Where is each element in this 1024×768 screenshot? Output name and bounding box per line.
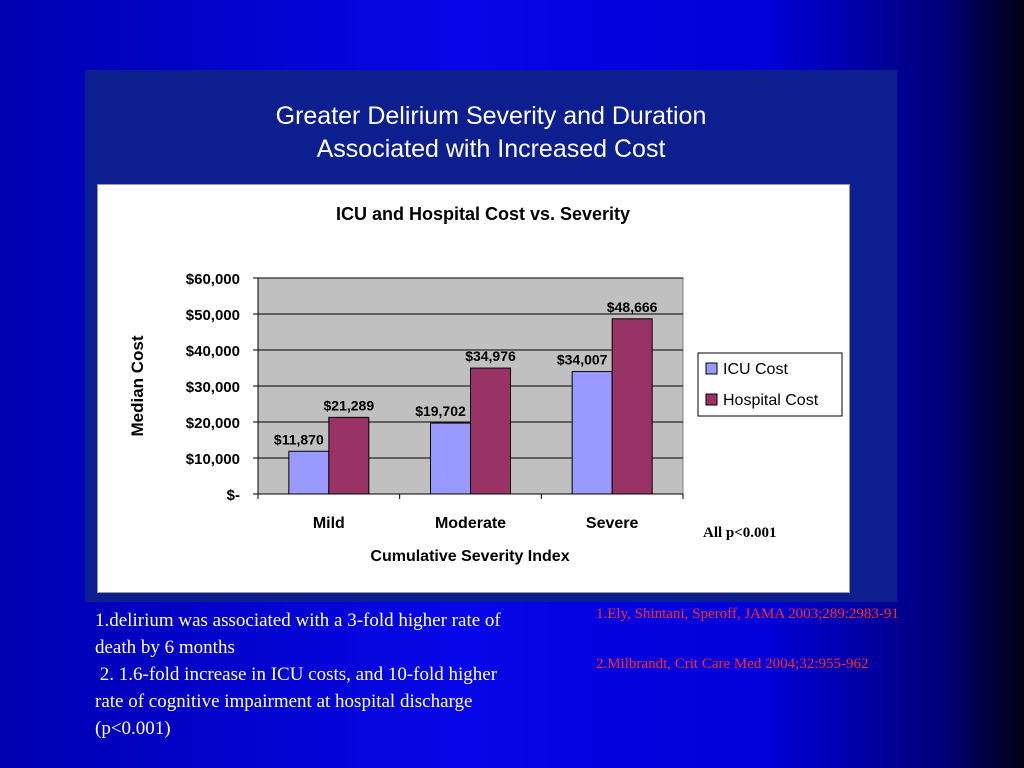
reference-2: 2.Milbrandt, Crit Care Med 2004;32:955-9… [596, 656, 869, 672]
y-tick-label: $30,000 [186, 379, 240, 396]
note-line: 1.delirium was associated with a 3-fold … [95, 610, 501, 631]
y-tick-label: $- [227, 487, 240, 504]
bar-icu-cost [288, 450, 330, 495]
legend-swatch [705, 393, 718, 406]
note-line: 2. 1.6-fold increase in ICU costs, and 1… [95, 664, 498, 685]
figure-title-line2: Associated with Increased Cost [316, 135, 666, 163]
slide-figure: Greater Delirium Severity and Duration A… [85, 70, 897, 602]
y-tick-label: $20,000 [186, 415, 240, 432]
x-tick-label: Severe [586, 515, 639, 532]
bar-hospital-cost [611, 318, 653, 495]
data-label: $19,702 [415, 403, 466, 419]
data-label: $34,976 [465, 348, 516, 364]
y-tick-label: $10,000 [186, 451, 240, 468]
bar-icu-cost [571, 371, 613, 495]
x-tick-label: Mild [313, 515, 345, 532]
legend: ICU Cost Hospital Cost [697, 352, 843, 417]
x-tick-label: Moderate [435, 515, 506, 532]
bar-icu-cost [430, 422, 471, 495]
figure-title-line1: Greater Delirium Severity and Duration [275, 102, 707, 130]
y-tick-label: $40,000 [186, 343, 240, 360]
data-label: $34,007 [557, 352, 608, 368]
data-label: $21,289 [324, 397, 375, 413]
reference-1: 1.Ely, Shintani, Speroff, JAMA 2003;289:… [596, 606, 899, 622]
x-axis-label: Cumulative Severity Index [370, 548, 569, 565]
findings-notes: 1.delirium was associated with a 3-fold … [95, 607, 501, 742]
data-label: $11,870 [274, 431, 324, 447]
axes: $- $10,000 $20,000 $30,000 $40,000 $50,000 $60… [186, 271, 684, 532]
chart-title: ICU and Hospital Cost vs. Severity [336, 204, 630, 224]
legend-label: ICU Cost [723, 361, 788, 378]
bars: $11,870 $21,289 $19,702 $34,976 $34,007 $48,6… [274, 299, 658, 495]
note-line: death by 6 months [95, 637, 235, 658]
y-tick-label: $60,000 [186, 271, 240, 288]
reference-spacer [596, 624, 899, 655]
data-label: $48,666 [607, 299, 658, 315]
legend-label: Hospital Cost [723, 392, 819, 409]
figure-title: Greater Delirium Severity and Duration A… [85, 100, 897, 166]
chart-panel: ICU and Hospital Cost vs. Severity $11,8… [97, 184, 850, 593]
bar-hospital-cost [470, 367, 511, 495]
legend-swatch [705, 362, 718, 375]
references: 1.Ely, Shintani, Speroff, JAMA 2003;289:… [596, 605, 899, 674]
legend-box [697, 352, 843, 417]
significance-note: All p<0.001 [703, 525, 777, 541]
y-axis-label: Median Cost [128, 335, 147, 436]
note-line: rate of cognitive impairment at hospital… [95, 691, 473, 712]
bar-chart: ICU and Hospital Cost vs. Severity $11,8… [128, 204, 843, 565]
note-line: (p<0.001) [95, 718, 171, 739]
bar-hospital-cost [328, 416, 370, 495]
y-tick-label: $50,000 [186, 307, 240, 324]
